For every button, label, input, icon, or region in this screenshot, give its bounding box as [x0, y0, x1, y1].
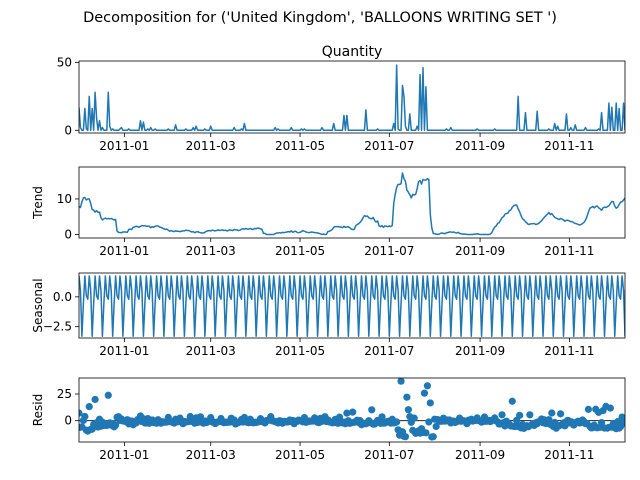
resid-point	[526, 411, 534, 419]
y-tick-label: 25	[57, 387, 72, 401]
resid-point	[401, 433, 410, 441]
subplot-1: Trend 0 10 2011-01 2011-03 2011-05 2011-07 2011…	[31, 166, 626, 258]
y-axis-label: Resid	[31, 394, 45, 426]
resid-point	[426, 399, 434, 407]
plot-area-1	[79, 172, 625, 236]
resid-point	[403, 393, 411, 401]
resid-point	[618, 413, 625, 421]
x-tick-label: 2011-05	[275, 448, 325, 462]
resid-point	[606, 404, 614, 412]
y-tick-label: 0	[64, 414, 72, 428]
resid-point	[422, 429, 430, 437]
resid-point	[404, 406, 412, 414]
x-tick-label: 2011-03	[186, 448, 236, 462]
resid-point	[508, 397, 516, 405]
subplot-2: Seasonal−2.5 0.0 2011-01 2011-03 2011-05 2011…	[31, 272, 626, 358]
x-tick-label: 2011-11	[544, 448, 594, 462]
subplot-3: Resid 0 25 2011-01 2011-03 2011-05 2011-07 2011…	[31, 377, 626, 462]
y-tick-label: 0	[64, 227, 72, 241]
resid-point	[368, 406, 376, 414]
x-tick-label: 2011-07	[364, 448, 414, 462]
resid-point	[349, 408, 357, 416]
resid-point	[423, 382, 431, 390]
x-tick-label: 2011-03	[186, 139, 236, 153]
resid-point	[621, 419, 625, 427]
resid-point	[584, 405, 593, 413]
x-tick-label: 2011-11	[544, 344, 594, 358]
x-tick-label: 2011-07	[364, 244, 414, 258]
x-tick-label: 2011-09	[455, 139, 505, 153]
x-tick-label: 2011-01	[99, 448, 149, 462]
x-tick-label: 2011-05	[275, 344, 325, 358]
x-tick-label: 2011-01	[99, 344, 149, 358]
resid-point	[85, 402, 93, 411]
series-line-1	[79, 172, 625, 236]
x-tick-label: 2011-09	[455, 448, 505, 462]
resid-point	[556, 410, 565, 418]
y-tick-label: 0.0	[53, 290, 72, 304]
x-tick-label: 2011-09	[455, 244, 505, 258]
plot-area-2	[79, 275, 625, 337]
x-tick-label: 2011-05	[275, 244, 325, 258]
resid-point	[425, 418, 433, 426]
axes-frame-2	[78, 272, 626, 339]
x-tick-label: 2011-01	[99, 139, 149, 153]
x-tick-label: 2011-03	[186, 344, 236, 358]
resid-point	[429, 433, 437, 441]
y-axis-label: Seasonal	[31, 278, 45, 332]
subplot-title: Quantity	[322, 44, 383, 60]
figure-title: Decomposition for ('United Kingdom', 'BA…	[83, 10, 557, 26]
resid-point	[432, 422, 440, 431]
axes-frame-0	[78, 60, 626, 134]
axes-frame-1	[78, 166, 626, 239]
resid-point	[104, 391, 112, 399]
axes-frame-3	[78, 377, 626, 443]
plot-area-3	[79, 378, 625, 441]
x-tick-label: 2011-07	[364, 344, 414, 358]
series-line-0	[79, 64, 625, 132]
resid-point	[548, 409, 556, 417]
resid-point	[498, 411, 506, 419]
y-axis-label: Trend	[31, 186, 45, 220]
resid-point	[378, 413, 386, 421]
x-tick-label: 2011-01	[99, 244, 149, 258]
resid-point	[516, 411, 524, 419]
y-tick-label: 10	[57, 192, 72, 206]
y-tick-label: 50	[57, 55, 72, 69]
resid-point	[91, 395, 99, 404]
x-tick-label: 2011-07	[364, 139, 414, 153]
resid-point	[397, 378, 405, 385]
resid-point	[81, 412, 89, 421]
plot-area-0	[79, 64, 625, 132]
x-tick-label: 2011-09	[455, 344, 505, 358]
resid-point	[410, 414, 418, 422]
resid-point	[343, 409, 351, 417]
series-line-2	[79, 275, 625, 337]
x-tick-label: 2011-05	[275, 139, 325, 153]
subplot-0: Quantity 0 50 2011-01 2011-03 2011-05 2011-07 2…	[57, 44, 626, 153]
resid-point	[393, 418, 401, 426]
y-tick-label: −2.5	[43, 320, 72, 334]
resid-point	[112, 421, 120, 429]
y-tick-label: 0	[64, 123, 72, 137]
x-tick-label: 2011-11	[544, 244, 594, 258]
resid-point	[420, 389, 429, 397]
x-tick-label: 2011-11	[544, 139, 594, 153]
x-tick-label: 2011-03	[186, 244, 236, 258]
resid-point	[597, 418, 606, 427]
